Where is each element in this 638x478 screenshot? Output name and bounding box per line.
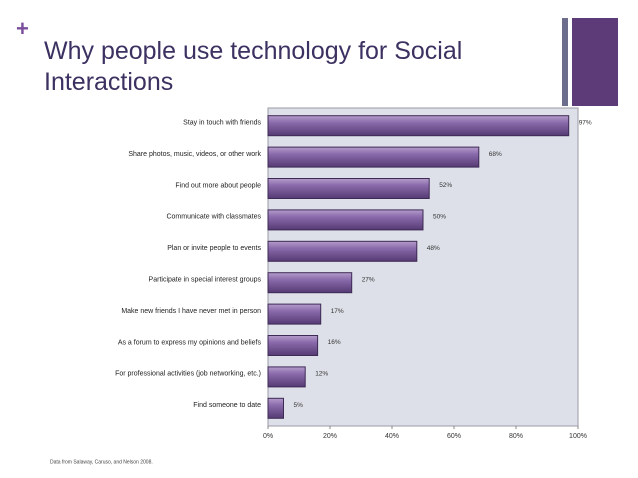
y-tick-label: Stay in touch with friends <box>183 120 261 127</box>
y-tick-label: As a forum to express my opinions and be… <box>118 339 262 346</box>
y-tick-label: Share photos, music, videos, or other wo… <box>128 151 261 158</box>
bar <box>267 240 418 262</box>
y-tick-label: Make new friends I have never met in per… <box>121 308 261 315</box>
value-label: 50% <box>433 214 446 221</box>
value-label: 52% <box>439 182 452 189</box>
decor-block <box>572 18 618 106</box>
value-label: 16% <box>328 339 341 346</box>
bar <box>267 115 570 137</box>
y-tick-label: Communicate with classmates <box>166 214 261 221</box>
bar <box>267 366 306 388</box>
value-label: 97% <box>579 119 592 126</box>
x-tick-label: 60% <box>447 433 461 440</box>
bar <box>267 146 480 168</box>
y-tick-label: For professional activities (job network… <box>115 371 261 378</box>
x-tick-label: 20% <box>323 433 337 440</box>
x-tick-label: 100% <box>569 433 587 440</box>
x-tick-label: 80% <box>509 433 523 440</box>
slide-title: Why people use technology for Social Int… <box>44 37 463 96</box>
y-tick-label: Participate in special interest groups <box>149 277 262 284</box>
x-tick-label: 0% <box>263 433 273 440</box>
bar <box>267 303 322 325</box>
value-label: 12% <box>315 371 328 378</box>
slide-marker: + <box>16 16 29 41</box>
y-tick-label: Find out more about people <box>175 182 261 189</box>
value-label: 68% <box>489 151 502 158</box>
value-label: 48% <box>427 245 440 252</box>
bar <box>267 272 353 294</box>
bar <box>267 397 284 419</box>
bar <box>267 178 430 199</box>
decor-bar <box>562 18 568 106</box>
value-label: 17% <box>331 308 344 315</box>
x-tick-label: 40% <box>385 433 399 440</box>
y-tick-label: Plan or invite people to events <box>167 245 261 252</box>
bar <box>267 209 424 231</box>
bar <box>267 335 319 356</box>
value-label: 27% <box>362 276 375 283</box>
value-label: 5% <box>294 402 304 409</box>
y-tick-label: Find someone to date <box>193 402 261 409</box>
source-note: Data from Salaway, Caruso, and Nelson 20… <box>50 459 153 465</box>
